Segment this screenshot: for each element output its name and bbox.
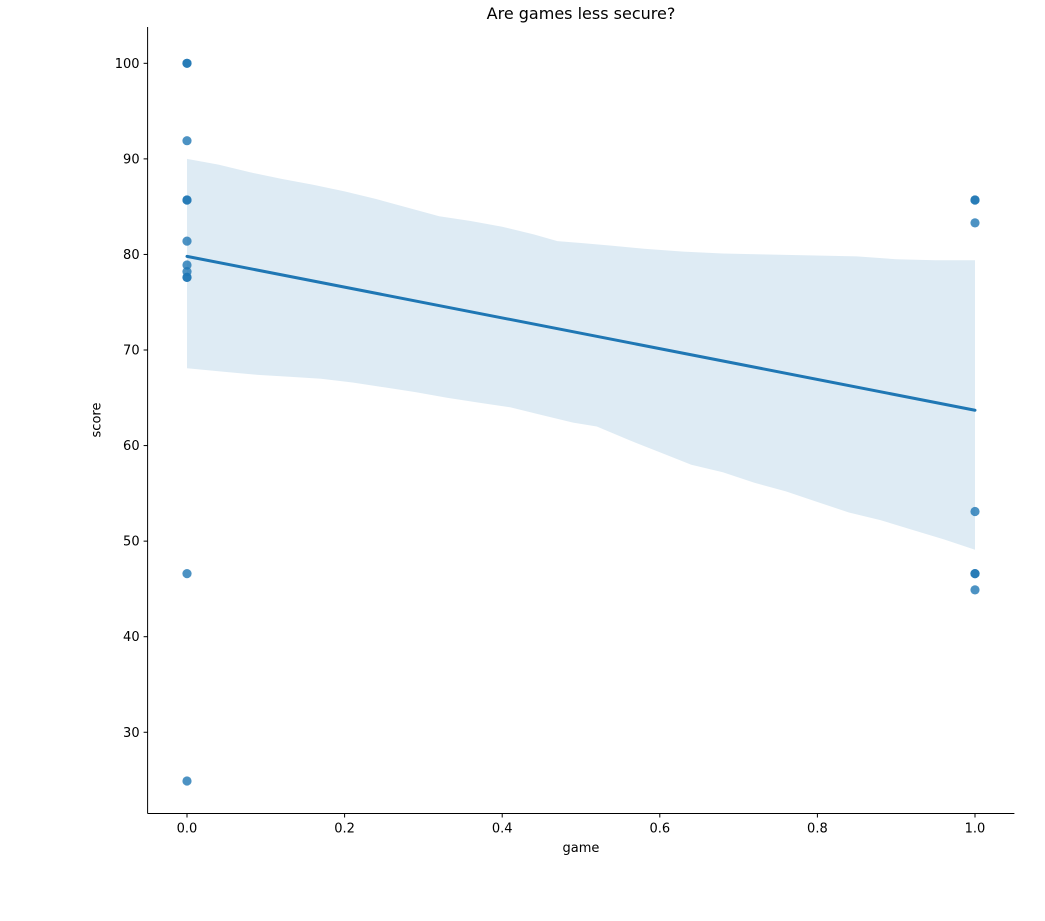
x-axis-label: game — [562, 841, 600, 856]
data-point — [182, 195, 192, 205]
y-tick-label: 90 — [123, 152, 140, 167]
y-tick-label: 40 — [123, 630, 140, 645]
y-tick-label: 50 — [123, 535, 140, 550]
data-point — [182, 136, 192, 146]
x-tick-label: 0.2 — [334, 822, 355, 837]
regression-line — [185, 254, 977, 412]
y-tick-label: 30 — [123, 726, 140, 741]
data-point — [970, 195, 980, 205]
data-point — [970, 569, 980, 579]
y-tick-label: 80 — [123, 248, 140, 263]
chart-title: Are games less secure? — [486, 4, 676, 23]
data-point — [182, 236, 192, 246]
data-point — [182, 260, 192, 270]
data-point — [970, 218, 980, 228]
confidence-band — [187, 158, 975, 550]
data-point — [182, 569, 192, 579]
data-point — [182, 272, 192, 282]
x-tick-label: 0.0 — [177, 822, 198, 837]
x-tick-label: 0.4 — [492, 822, 513, 837]
y-tick-label: 60 — [123, 439, 140, 454]
x-tick-label: 1.0 — [965, 822, 986, 837]
data-point — [970, 506, 980, 517]
data-point — [970, 585, 980, 595]
y-tick-label: 70 — [123, 344, 140, 359]
x-tick-label: 0.6 — [649, 822, 670, 837]
x-tick-label: 0.8 — [807, 822, 828, 837]
y-tick-label: 100 — [115, 57, 140, 72]
y-axis-label: score — [89, 402, 105, 438]
data-point — [182, 776, 192, 786]
data-point — [182, 58, 192, 68]
